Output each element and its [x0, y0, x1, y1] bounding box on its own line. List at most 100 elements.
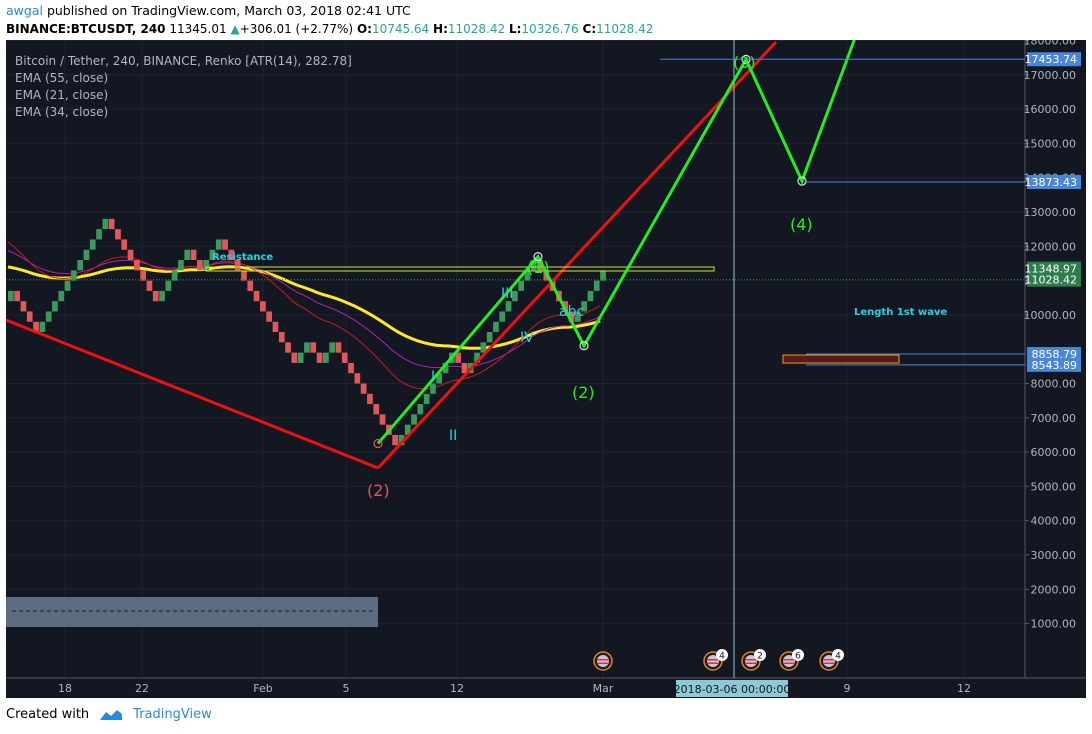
legend-ema21: EMA (21, close)	[15, 88, 108, 102]
crosshair-time-label: 2018-03-06 00:00:00	[674, 683, 791, 696]
close-label: C:	[582, 22, 597, 36]
price-tag-label: 11028.42	[1025, 274, 1078, 287]
chart-background	[6, 40, 1086, 698]
wave-4-label: (4)	[790, 215, 813, 234]
down-brick	[152, 290, 159, 302]
price-tag-box	[1027, 261, 1081, 276]
price-change: +306.01 (+2.77%)	[239, 22, 354, 36]
us-flag-icon	[597, 655, 609, 667]
x-tick-label: 12	[957, 682, 971, 695]
down-brick	[127, 249, 134, 261]
up-brick	[215, 239, 222, 250]
y-tick-label: 5000.00	[1031, 480, 1077, 493]
low-label: L:	[508, 22, 522, 36]
event-flag-icon[interactable]: 6	[779, 649, 804, 671]
event-flag-icon[interactable]: 4	[819, 649, 844, 671]
down-brick	[335, 342, 342, 353]
up-brick	[184, 249, 191, 261]
up-brick	[52, 301, 58, 312]
up-brick	[442, 362, 449, 374]
price-tag-label: 11348.97	[1025, 263, 1078, 276]
down-brick	[360, 383, 367, 394]
down-brick	[247, 280, 254, 291]
down-brick	[234, 260, 241, 271]
up-brick	[530, 260, 537, 271]
down-brick	[115, 229, 121, 240]
x-tick-label: Feb	[253, 682, 272, 695]
down-brick	[33, 321, 39, 333]
up-brick	[64, 280, 71, 291]
up-brick	[45, 311, 52, 322]
projection-box	[782, 354, 900, 364]
down-brick	[190, 249, 197, 261]
event-badge	[792, 649, 804, 661]
up-arrow-icon: ▲	[230, 22, 240, 36]
up-brick	[524, 270, 531, 281]
flag-stripe	[823, 662, 835, 664]
event-badge-count: 2	[757, 652, 763, 662]
event-badge	[832, 649, 844, 661]
wave-pivot-marker	[579, 341, 589, 351]
down-brick	[272, 321, 279, 333]
low-value: 10326.76	[521, 22, 579, 36]
up-brick	[297, 352, 304, 363]
up-brick	[593, 280, 600, 291]
down-brick	[134, 260, 140, 271]
legend-ema55: EMA (55, close)	[15, 71, 108, 85]
down-brick	[26, 311, 33, 322]
event-badge-count: 4	[719, 652, 725, 662]
x-tick-label: 5	[343, 682, 350, 695]
price-axis[interactable]: 1000.00 2000.00 3000.00 4000.00 5000.00 6000.…	[1024, 40, 1077, 678]
up-brick	[486, 332, 493, 343]
up-brick	[505, 301, 512, 312]
down-brick	[285, 342, 291, 353]
flag-stripe	[597, 662, 609, 664]
subwave-I-label: I	[431, 369, 435, 385]
up-brick	[600, 270, 606, 281]
up-brick	[323, 352, 329, 363]
up-brick	[8, 290, 14, 302]
down-brick	[140, 270, 146, 281]
x-tick-label: 18	[58, 682, 72, 695]
open-value: 10745.64	[371, 22, 430, 36]
resistance-label: Resistance	[212, 252, 273, 263]
up-brick	[159, 290, 165, 302]
event-flag-icon[interactable]: 2	[741, 649, 766, 671]
up-brick	[430, 383, 436, 394]
renko-chart[interactable]: 1000.00 2000.00 3000.00 4000.00 5000.00 6000.…	[6, 40, 1086, 698]
y-tick-label: 1000.00	[1031, 618, 1077, 631]
flag-stripe	[597, 659, 609, 661]
y-tick-label: 6000.00	[1031, 446, 1077, 459]
down-brick	[373, 404, 380, 415]
economic-events[interactable]: 4 2 6 4	[593, 649, 844, 671]
abc-label: abc	[559, 304, 584, 320]
y-tick-label: 18000.00	[1024, 40, 1077, 48]
down-brick	[310, 342, 317, 353]
up-brick	[581, 301, 587, 312]
down-brick	[291, 352, 298, 363]
event-flag-icon[interactable]	[593, 651, 613, 671]
tradingview-link[interactable]: TradingView	[133, 707, 212, 722]
up-brick	[83, 249, 90, 261]
y-tick-label: 13000.00	[1024, 206, 1077, 219]
wave-2-label: (2)	[572, 383, 595, 402]
price-tag-label: 13873.43	[1025, 176, 1078, 189]
up-brick	[474, 352, 480, 363]
down-brick	[568, 311, 575, 322]
up-brick	[209, 249, 216, 261]
publisher-name[interactable]: awgal	[6, 3, 43, 18]
up-brick	[58, 290, 65, 302]
up-brick	[165, 280, 172, 291]
time-axis[interactable]: 18 22 Feb 5 12 Mar 9 12	[6, 677, 1086, 695]
price-tag-box	[1027, 272, 1081, 287]
down-brick	[121, 239, 128, 250]
y-tick-label: 4000.00	[1031, 515, 1077, 528]
down-brick	[20, 301, 27, 312]
x-tick-label: 9	[844, 682, 851, 695]
up-brick	[436, 373, 443, 384]
up-brick	[493, 321, 499, 333]
down-brick	[197, 260, 203, 271]
y-tick-label: 12000.00	[1024, 240, 1077, 253]
event-flag-icon[interactable]: 4	[703, 649, 728, 671]
